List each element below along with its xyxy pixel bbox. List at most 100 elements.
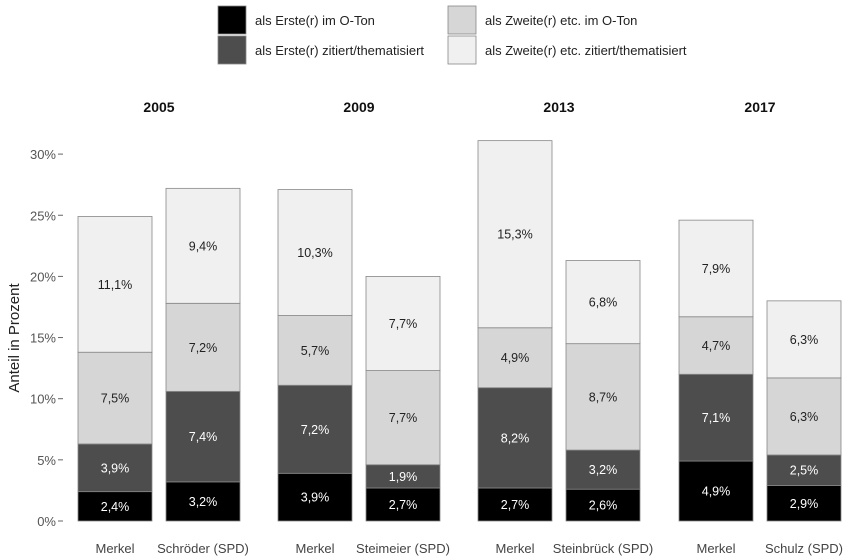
data-label: 4,7% <box>702 339 731 353</box>
data-label: 7,7% <box>389 317 418 331</box>
y-tick-label: 10% <box>30 392 56 407</box>
y-axis: 0% 5% 10% 15% 20% 25% 30% Anteil in Prozent <box>6 147 63 529</box>
data-label: 2,7% <box>501 498 530 512</box>
segment-second-cited <box>565 260 641 345</box>
segment-second-cited <box>277 189 353 316</box>
legend-label: als Zweite(r) etc. im O-Ton <box>485 13 637 28</box>
segment-first-oton <box>365 487 441 522</box>
data-label: 2,7% <box>389 498 418 512</box>
segment-second-cited <box>766 300 842 379</box>
data-label: 10,3% <box>297 246 332 260</box>
segment-second-cited <box>77 216 153 353</box>
data-label: 11,1% <box>98 278 133 292</box>
bar: 3,9% 7,2% 5,7% 10,3% <box>277 189 353 522</box>
data-label: 7,7% <box>389 411 418 425</box>
segment-first-oton <box>766 485 842 522</box>
y-tick-label: 20% <box>30 269 56 284</box>
y-tick-label: 0% <box>37 514 56 529</box>
data-label: 6,3% <box>790 333 819 347</box>
facet-title: 2009 <box>343 99 374 115</box>
facet-title: 2005 <box>143 99 174 115</box>
x-category-label: Schulz (SPD) <box>765 541 843 556</box>
segment-first-cited <box>165 390 241 483</box>
bar: 2,7% 1,9% 7,7% 7,7% <box>365 275 441 522</box>
y-axis-title: Anteil in Prozent <box>6 283 23 393</box>
segment-first-cited <box>277 384 353 474</box>
facet-2009: 2009 3,9% 7,2% 5,7% 10,3% Merkel 2,7% 1,9% 7,7% 7… <box>277 99 450 556</box>
data-label: 2,4% <box>101 500 130 514</box>
x-category-label: Merkel <box>295 541 334 556</box>
bar: 3,2% 7,4% 7,2% 9,4% <box>165 187 241 522</box>
segment-first-oton <box>277 472 353 522</box>
segment-first-cited <box>766 454 842 486</box>
legend-label: als Zweite(r) etc. zitiert/thematisiert <box>485 43 687 58</box>
x-category-label: Merkel <box>696 541 735 556</box>
segment-second-cited <box>165 187 241 304</box>
y-tick-label: 15% <box>30 331 56 346</box>
segment-second-cited <box>477 140 553 329</box>
bar: 2,9% 2,5% 6,3% 6,3% <box>766 300 842 522</box>
facet-2005: 2005 2,4% 3,9% 7,5% 11,1% Merkel 3,2% 7,4% 7,2% 9… <box>77 99 249 556</box>
segment-second-oton <box>165 302 241 392</box>
x-category-label: Steinbrück (SPD) <box>553 541 653 556</box>
facet-title: 2013 <box>543 99 574 115</box>
data-label: 2,5% <box>790 464 819 478</box>
legend-label: als Erste(r) im O-Ton <box>255 13 375 28</box>
facet-2017: 2017 4,9% 7,1% 4,7% 7,9% Merkel 2,9% 2,5% 6,3% 6,… <box>678 99 843 556</box>
data-label: 2,9% <box>790 497 819 511</box>
bar: 2,4% 3,9% 7,5% 11,1% <box>77 216 153 522</box>
segment-second-oton <box>766 377 842 456</box>
y-tick-label: 5% <box>37 453 56 468</box>
data-label: 15,3% <box>497 228 532 242</box>
data-label: 8,7% <box>589 390 618 404</box>
data-label: 3,9% <box>301 491 330 505</box>
legend-swatch <box>217 35 247 65</box>
x-category-label: Merkel <box>495 541 534 556</box>
data-label: 7,5% <box>101 392 130 406</box>
data-label: 4,9% <box>702 485 731 499</box>
segment-second-oton <box>565 343 641 451</box>
y-tick-label: 30% <box>30 147 56 162</box>
x-category-label: Merkel <box>95 541 134 556</box>
legend-swatch <box>447 35 477 65</box>
segment-first-cited <box>678 373 754 462</box>
data-label: 5,7% <box>301 344 330 358</box>
segment-second-cited <box>365 275 441 371</box>
segment-first-oton <box>477 487 553 522</box>
legend-swatch <box>447 5 477 35</box>
x-category-label: Schröder (SPD) <box>157 541 249 556</box>
data-label: 3,9% <box>101 461 130 475</box>
data-label: 6,3% <box>790 410 819 424</box>
segment-first-cited <box>77 443 153 493</box>
segment-first-oton <box>165 481 241 522</box>
segment-first-oton <box>565 488 641 522</box>
legend-swatch <box>217 5 247 35</box>
segment-second-cited <box>678 219 754 318</box>
data-label: 7,4% <box>189 430 218 444</box>
data-label: 7,2% <box>189 341 218 355</box>
data-label: 6,8% <box>589 296 618 310</box>
segment-second-oton <box>77 351 153 445</box>
data-label: 9,4% <box>189 239 218 253</box>
segment-second-oton <box>277 315 353 386</box>
data-label: 8,2% <box>501 431 530 445</box>
x-category-label: Steimeier (SPD) <box>356 541 450 556</box>
data-label: 2,6% <box>589 499 618 513</box>
data-label: 7,1% <box>702 411 731 425</box>
bar: 2,6% 3,2% 8,7% 6,8% <box>565 260 641 522</box>
facets: 2005 2,4% 3,9% 7,5% 11,1% Merkel 3,2% 7,4% 7,2% 9… <box>77 99 843 556</box>
bar: 4,9% 7,1% 4,7% 7,9% <box>678 219 754 522</box>
data-label: 7,9% <box>702 262 731 276</box>
data-label: 4,9% <box>501 351 530 365</box>
data-label: 3,2% <box>589 463 618 477</box>
facet-title: 2017 <box>744 99 775 115</box>
segment-first-oton <box>77 491 153 522</box>
legend: als Erste(r) im O-Ton als Erste(r) zitier… <box>217 5 687 65</box>
segment-second-oton <box>678 316 754 375</box>
segment-first-cited <box>477 387 553 489</box>
facet-2013: 2013 2,7% 8,2% 4,9% 15,3% Merkel 2,6% 3,2% 8,7% 6… <box>477 99 653 556</box>
bar: 2,7% 8,2% 4,9% 15,3% <box>477 140 553 522</box>
y-tick-label: 25% <box>30 208 56 223</box>
data-label: 7,2% <box>301 423 330 437</box>
segment-first-oton <box>678 460 754 522</box>
